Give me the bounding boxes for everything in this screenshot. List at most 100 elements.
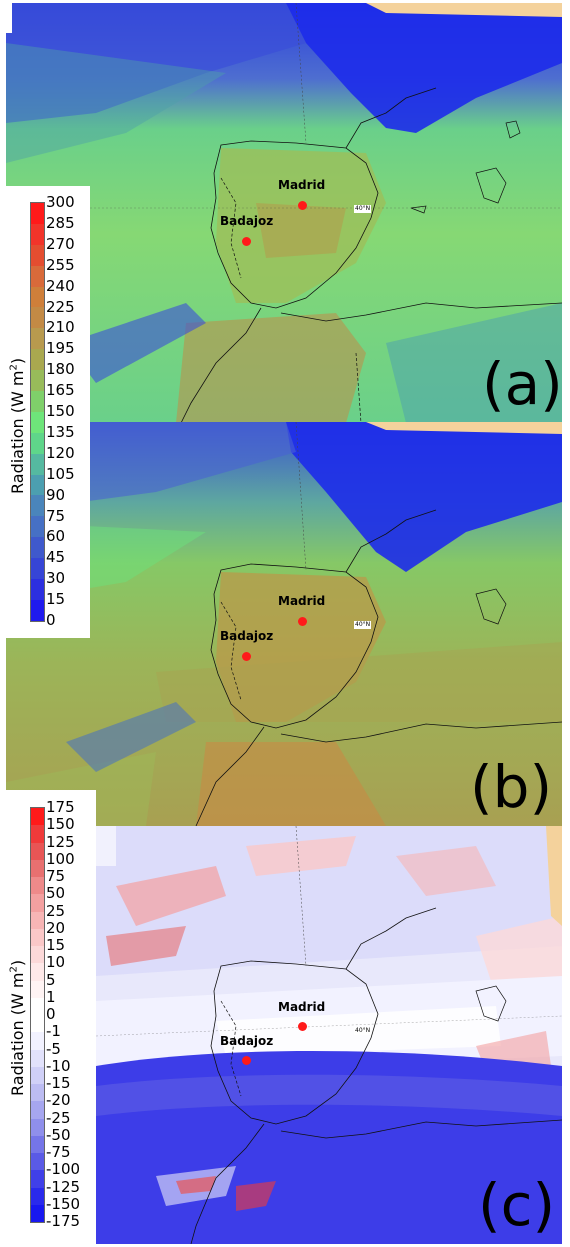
badajoz-marker [242,237,251,246]
colorbar-tick-label: 195 [46,339,75,358]
colorbar-segment [31,391,44,412]
colorbar-top-scale [30,202,45,622]
colorbar-bottom-scale [30,807,45,1223]
colorbar-segment [31,1066,44,1084]
badajoz-label: Badajoz [220,214,274,228]
colorbar-tick-label: -5 [46,1039,61,1058]
colorbar-segment [31,946,44,964]
madrid-label: Madrid [278,1000,326,1014]
colorbar-segment [31,842,44,860]
colorbar-tick-label: 300 [46,193,75,211]
colorbar-segment [31,1187,44,1205]
colorbar-segment [31,894,44,912]
colorbar-tick-label: 150 [46,402,75,420]
colorbar-tick-label: 125 [46,832,75,851]
map-panel-c: Madrid Badajoz 40°N (c) [96,826,562,1244]
colorbar-tick-label: 175 [46,798,75,816]
colorbar-segment [31,265,44,287]
colorbar-tick-label: -150 [46,1194,81,1213]
colorbar-tick-label: 90 [46,485,66,504]
colorbar-segment [31,825,44,843]
madrid-marker [298,617,307,626]
latitude-label: 40°N [354,205,372,213]
colorbar-segment [31,859,44,877]
colorbar-tick-label: 210 [46,318,75,337]
colorbar-tick-label: 60 [46,527,66,546]
colorbar-tick-label: 270 [46,234,75,253]
panel-label-b: (b) [470,753,553,821]
colorbar-tick-label: 15 [46,936,66,954]
badajoz-marker [242,1056,251,1065]
colorbar-bottom: Radiation (W m2) 175 150 125 100 75 50 25 20 15 1… [0,790,96,1242]
colorbar-tick-label: 135 [46,422,75,441]
colorbar-segment [31,244,44,266]
colorbar-tick-label: 0 [46,611,56,629]
colorbar-tick-label: 285 [46,213,75,232]
colorbar-segment [31,997,44,1015]
colorbar-tick-label: 240 [46,276,75,295]
madrid-marker [298,1022,307,1031]
colorbar-tick-label: 0 [46,1005,56,1023]
panel-label-c: (c) [478,1171,556,1239]
colorbar-segment [31,453,44,475]
colorbar-tick-label: -100 [46,1160,81,1179]
colorbar-segment [31,1049,44,1067]
colorbar-top: Radiation (W m2) 300 285 270 255 240 225 210 19… [0,186,90,638]
colorbar-segment [31,307,44,329]
colorbar-segment [31,223,44,245]
colorbar-top-title: Radiation (W m2) [8,357,27,494]
colorbar-tick-label: 75 [46,506,66,525]
map-a-canvas [6,3,562,423]
colorbar-tick-label: 75 [46,867,66,885]
colorbar-segment [31,599,44,621]
colorbar-segment [31,1015,44,1033]
colorbar-tick-label: 105 [46,464,75,483]
colorbar-segment [31,537,44,559]
colorbar-tick-label: 225 [46,297,75,316]
colorbar-segment [31,1084,44,1102]
badajoz-label: Badajoz [220,1034,274,1048]
colorbar-segment [31,558,44,580]
colorbar-tick-label: 30 [46,569,66,588]
map-c-canvas [96,826,562,1244]
panel-label-a: (a) [482,350,562,418]
colorbar-tick-label: -175 [46,1212,81,1230]
colorbar-tick-label: 45 [46,548,66,567]
badajoz-marker [242,652,251,661]
madrid-marker [298,201,307,210]
map-panel-a: Madrid Badajoz 40°N (a) [6,3,562,423]
colorbar-tick-label: -15 [46,1074,71,1092]
colorbar-tick-label: -75 [46,1143,71,1161]
colorbar-tick-label: -1 [46,1022,61,1041]
colorbar-tick-label: 165 [46,381,75,400]
colorbar-segment [31,1204,44,1222]
colorbar-segment [31,286,44,308]
colorbar-tick-label: 180 [46,360,75,379]
colorbar-tick-label: 5 [46,970,56,989]
colorbar-segment [31,516,44,538]
colorbar-segment [31,928,44,946]
colorbar-segment [31,963,44,981]
colorbar-tick-label: -25 [46,1108,71,1127]
colorbar-segment [31,1118,44,1136]
colorbar-bottom-ticks: 175 150 125 100 75 50 25 20 15 10 5 1 0 -1 -5 -10 -15 -20… [46,799,96,1239]
latitude-label: 40°N [354,1027,372,1035]
colorbar-segment [31,808,44,826]
colorbar-tick-label: 100 [46,849,75,868]
colorbar-bottom-title: Radiation (W m2) [8,959,27,1096]
badajoz-label: Badajoz [220,629,274,643]
colorbar-segment [31,370,44,392]
colorbar-tick-label: 15 [46,590,66,609]
colorbar-tick-label: 120 [46,443,75,462]
colorbar-tick-label: 1 [46,987,56,1006]
colorbar-segment [31,495,44,517]
colorbar-segment [31,1032,44,1050]
madrid-label: Madrid [278,594,326,608]
colorbar-tick-label: -125 [46,1177,81,1196]
latitude-label: 40°N [354,621,372,629]
colorbar-segment [31,1153,44,1171]
colorbar-tick-label: 25 [46,901,66,920]
colorbar-segment [31,474,44,496]
colorbar-tick-label: 255 [46,255,75,274]
colorbar-segment [31,328,44,350]
